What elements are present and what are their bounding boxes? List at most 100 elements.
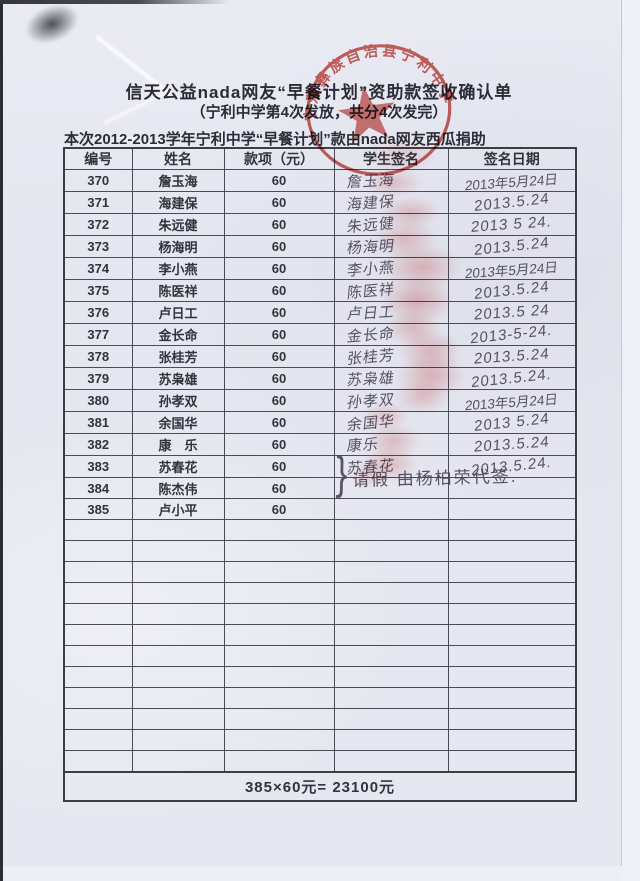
col-header-amount: 款项（元） (223, 147, 335, 170)
seal-ring (306, 44, 452, 176)
fingerprint-smudge (362, 402, 410, 430)
empty-cell (131, 687, 225, 709)
fingerprint-smudge (348, 462, 388, 488)
row-date: 2013.5.24 (447, 433, 577, 456)
row-date: 2013.5.24 (447, 278, 577, 303)
empty-cell (447, 519, 577, 541)
row-amount: 60 (223, 301, 335, 324)
empty-cell (333, 687, 449, 709)
fingerprint-smudge (360, 446, 418, 482)
row-date: 2013年5月24日 (447, 169, 577, 193)
row-amount: 60 (223, 367, 335, 390)
row-name: 苏枭雄 (131, 367, 225, 390)
empty-cell (223, 603, 335, 625)
table-row: 375 陈医祥 60 陈医祥 2013.5.24 (63, 278, 577, 303)
row-name: 余国华 (131, 411, 225, 434)
empty-cell (333, 645, 449, 667)
row-amount: 60 (223, 191, 335, 214)
empty-table-row (63, 750, 577, 773)
empty-cell (333, 750, 449, 773)
row-date: 2013.5.24 (447, 234, 577, 259)
empty-cell (333, 708, 449, 730)
row-amount: 60 (223, 213, 335, 236)
row-name: 卢日工 (131, 301, 225, 324)
table-row: 383苏春花60苏春花2013.5.24. (63, 454, 577, 479)
empty-cell (333, 519, 449, 541)
signature-table: 编号 姓名 款项（元） 学生签名 签名日期 370詹玉海60詹玉海2013年5月… (63, 147, 577, 802)
table-row: 379 苏枭雄 60 苏枭雄 2013.5.24. (63, 366, 577, 391)
row-id: 371 (63, 191, 133, 214)
empty-cell (131, 540, 225, 562)
scan-edge-left (0, 0, 3, 881)
row-name: 苏春花 (131, 455, 225, 478)
table-body: 370詹玉海60詹玉海2013年5月24日371海建保60海建保2013.5.2… (63, 169, 577, 773)
fingerprint-smudge (366, 424, 420, 458)
empty-cell (223, 645, 335, 667)
row-amount: 60 (223, 235, 335, 258)
row-id: 372 (63, 213, 133, 236)
empty-cell (63, 603, 133, 625)
handwritten-date: 2013.5.24 (473, 345, 551, 368)
row-id: 381 (63, 411, 133, 434)
table-row: 378 张桂芳 60 张桂芳 2013.5.24 (63, 345, 577, 368)
fingerprint-smudge (398, 330, 462, 372)
row-id: 384 (63, 477, 133, 499)
empty-cell (131, 624, 225, 646)
empty-cell (447, 582, 577, 604)
empty-cell (223, 750, 335, 773)
ink-blot-corner (19, 0, 85, 52)
row-name: 金长命 (131, 323, 225, 346)
empty-table-row (63, 708, 577, 730)
row-date (447, 498, 577, 520)
empty-cell (333, 540, 449, 562)
row-date: 2013.5 24 (447, 301, 577, 324)
empty-cell (131, 645, 225, 667)
row-name: 陈医祥 (131, 279, 225, 302)
row-amount: 60 (223, 411, 335, 434)
table-row: 385 卢小平 60 (63, 498, 577, 520)
empty-table-row (63, 561, 577, 583)
row-amount: 60 (223, 433, 335, 456)
empty-cell (333, 729, 449, 751)
empty-cell (63, 540, 133, 562)
fingerprint-smudge (372, 220, 438, 258)
empty-cell (63, 666, 133, 688)
col-header-date: 签名日期 (447, 147, 577, 170)
row-date: 2013年5月24日 (447, 389, 577, 413)
row-amount: 60 (223, 477, 335, 499)
empty-cell (131, 750, 225, 773)
row-name: 陈杰伟 (131, 477, 225, 499)
empty-cell (223, 561, 335, 583)
handwritten-date: 2013 5.24 (473, 409, 550, 436)
empty-cell (63, 729, 133, 751)
empty-cell (131, 561, 225, 583)
empty-cell (63, 624, 133, 646)
row-id: 382 (63, 433, 133, 456)
row-name: 孙孝双 (131, 389, 225, 412)
empty-table-row (63, 687, 577, 709)
table-row: 370詹玉海60詹玉海2013年5月24日 (63, 169, 577, 193)
table-row: 381 余国华 60 余国华 2013 5.24 (63, 409, 577, 436)
empty-cell (131, 729, 225, 751)
row-amount: 60 (223, 455, 335, 478)
empty-cell (223, 624, 335, 646)
row-name: 杨海明 (131, 235, 225, 258)
col-header-name: 姓名 (131, 147, 225, 170)
empty-cell (333, 603, 449, 625)
school-seal-stamp: 宁蒗彝族自治县宁利中学 (292, 32, 458, 176)
empty-cell (131, 708, 225, 730)
handwritten-date: 2013.5.24 (473, 433, 551, 456)
table-row: 373 杨海明 60 杨海明 2013.5.24 (63, 234, 577, 259)
empty-table-row (63, 624, 577, 646)
empty-cell (63, 645, 133, 667)
row-date: 2013.5.24 (447, 345, 577, 368)
empty-cell (63, 750, 133, 773)
fingerprint-smudge (382, 244, 462, 290)
empty-cell (447, 708, 577, 730)
row-name: 李小燕 (131, 257, 225, 280)
empty-cell (447, 561, 577, 583)
empty-cell (223, 687, 335, 709)
empty-cell (333, 666, 449, 688)
table-row: 371 海建保 60 海建保 2013.5.24 (63, 190, 577, 215)
empty-table-row (63, 666, 577, 688)
